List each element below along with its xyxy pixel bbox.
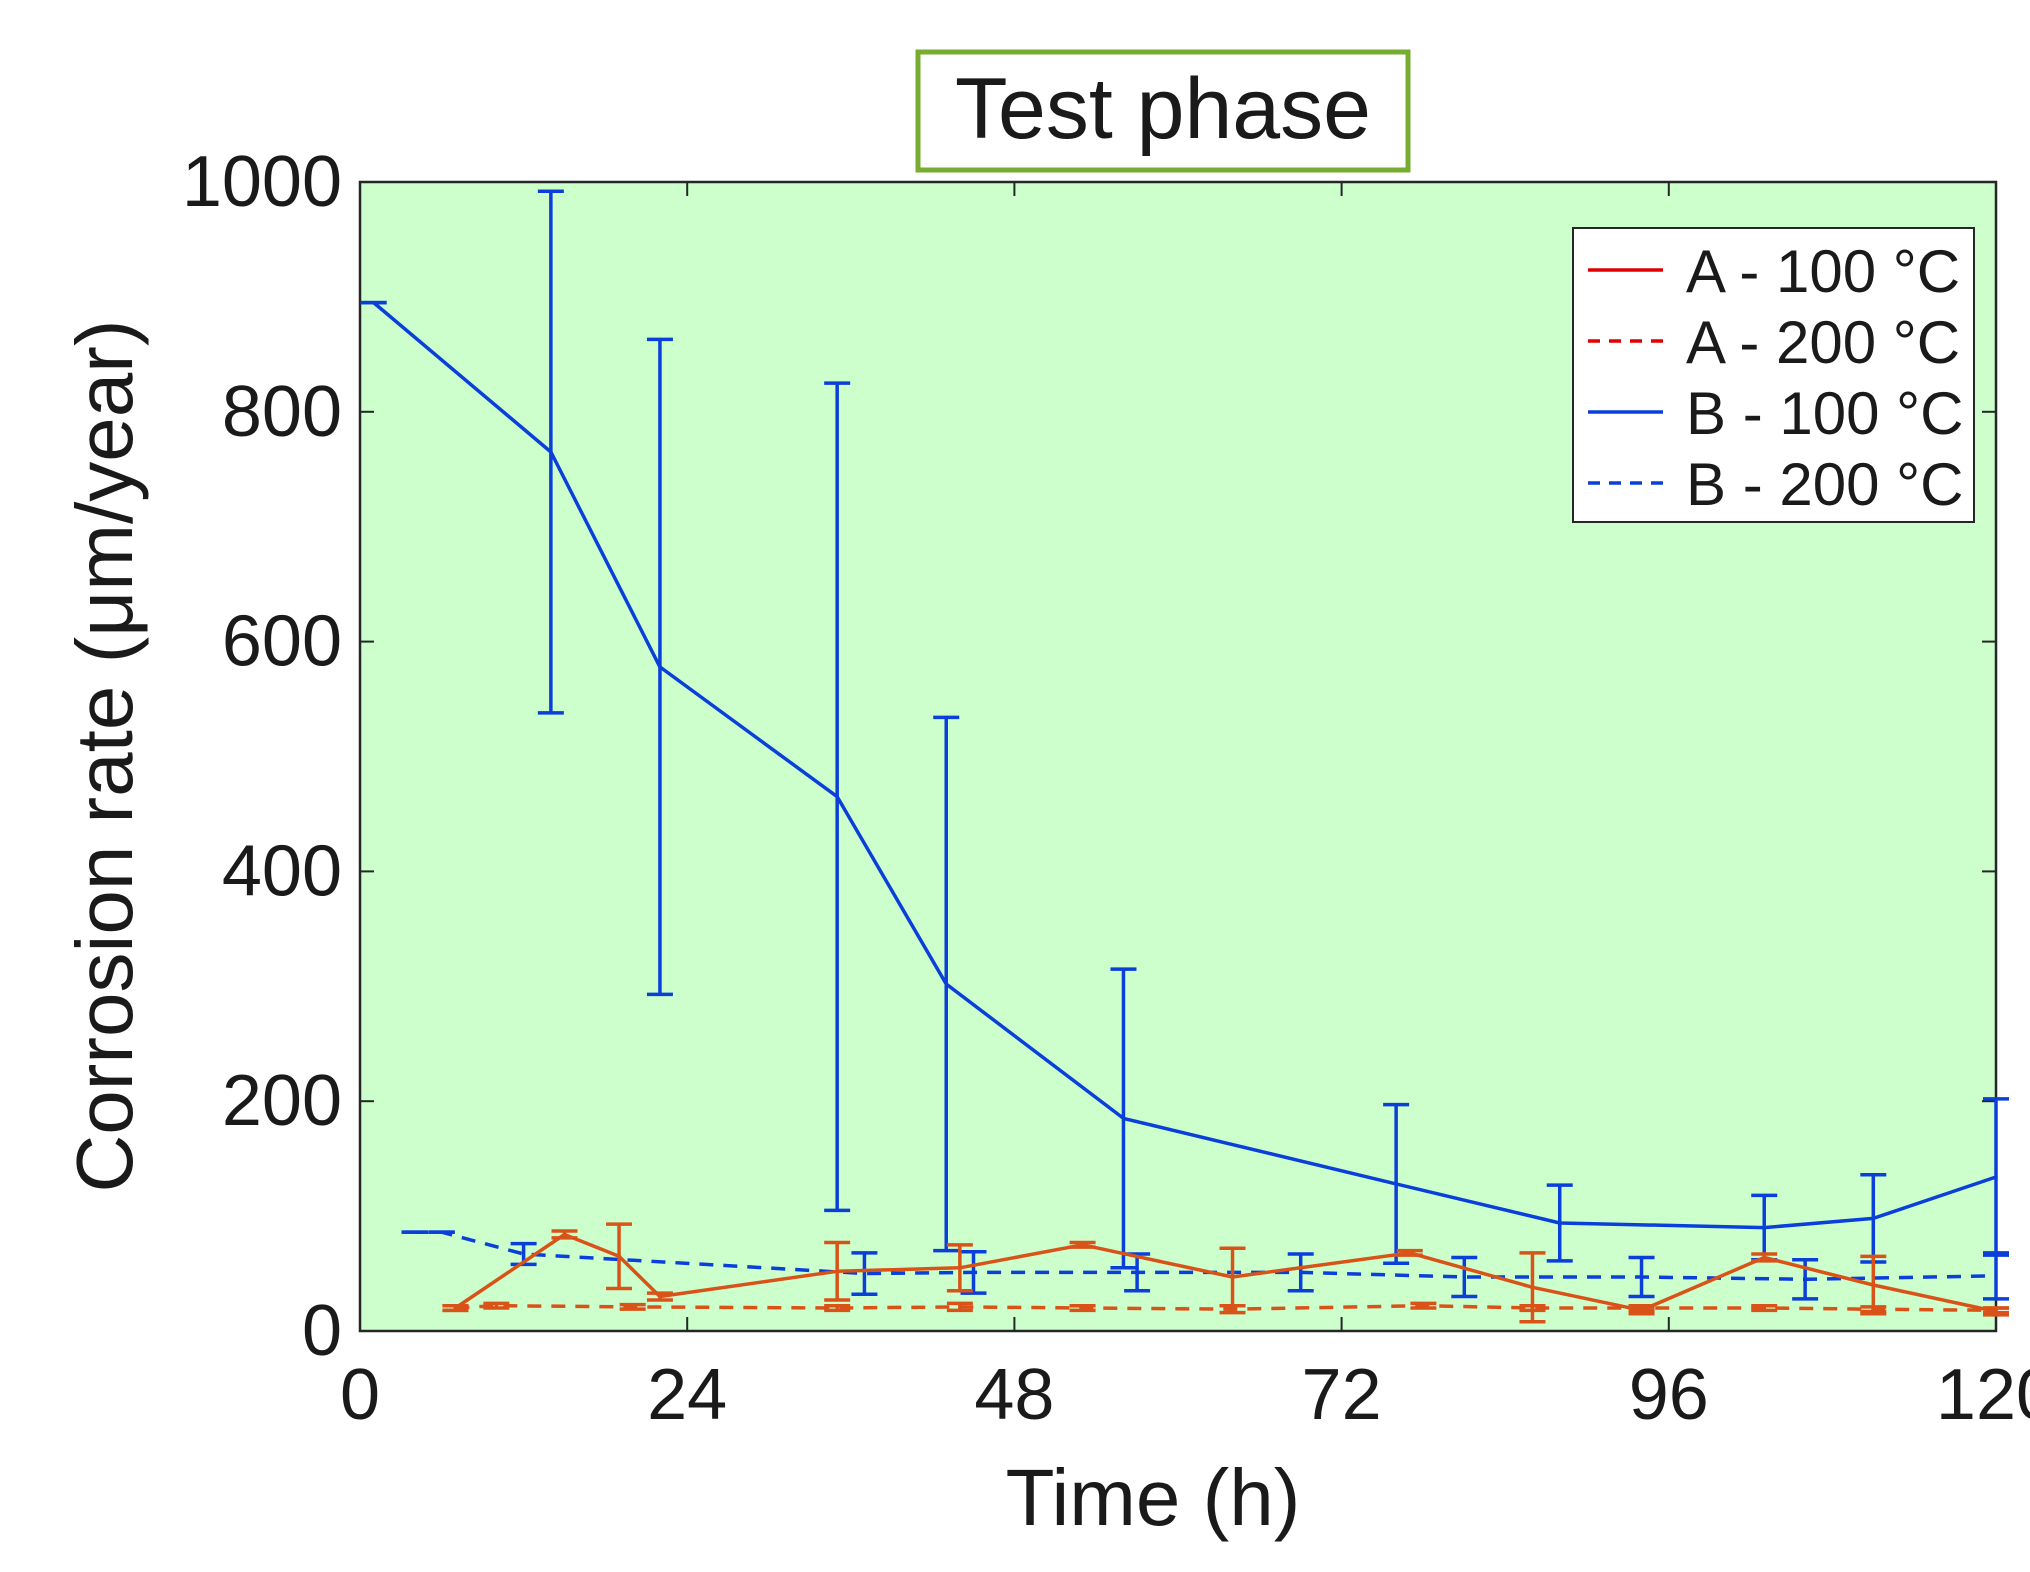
legend-box — [1572, 227, 1975, 523]
x-tick-label: 72 — [1302, 1355, 1382, 1435]
legend: A - 100 °CA - 200 °CB - 100 °CB - 200 °C — [1572, 227, 1975, 523]
legend-label: A - 100 °C — [1686, 238, 1960, 305]
chart-title: Test phase — [955, 61, 1371, 157]
axis-ticks — [359, 181, 1997, 1332]
series-3 — [401, 1230, 2009, 1301]
series-layer — [360, 189, 2009, 1324]
x-tick-label: 24 — [647, 1355, 727, 1435]
legend-label: A - 200 °C — [1686, 309, 1960, 376]
y-tick-label: 800 — [222, 372, 342, 452]
chart-title-box — [915, 49, 1411, 173]
x-tick-label: 120 — [1936, 1355, 2030, 1435]
y-tick-label: 600 — [222, 602, 342, 682]
x-tick-label: 0 — [340, 1355, 380, 1435]
y-tick-label: 200 — [222, 1061, 342, 1141]
axis-tick-labels: 0 24 48 72 96 120 0 200 400 600 800 1000 — [182, 142, 2030, 1435]
legend-label: B - 200 °C — [1686, 451, 1963, 518]
y-tick-label: 0 — [302, 1291, 342, 1371]
x-axis-label: Time (h) — [1006, 1453, 1301, 1542]
x-tick-label: 96 — [1629, 1355, 1709, 1435]
legend-label: B - 100 °C — [1686, 380, 1963, 447]
series-2 — [360, 189, 2009, 1270]
series-0 — [442, 1222, 2009, 1324]
y-tick-label: 400 — [222, 831, 342, 911]
y-axis-label: Corrosion rate (μm/year) — [60, 320, 149, 1193]
x-tick-label: 48 — [974, 1355, 1054, 1435]
y-tick-label: 1000 — [182, 142, 342, 222]
series-line — [454, 1232, 1997, 1314]
